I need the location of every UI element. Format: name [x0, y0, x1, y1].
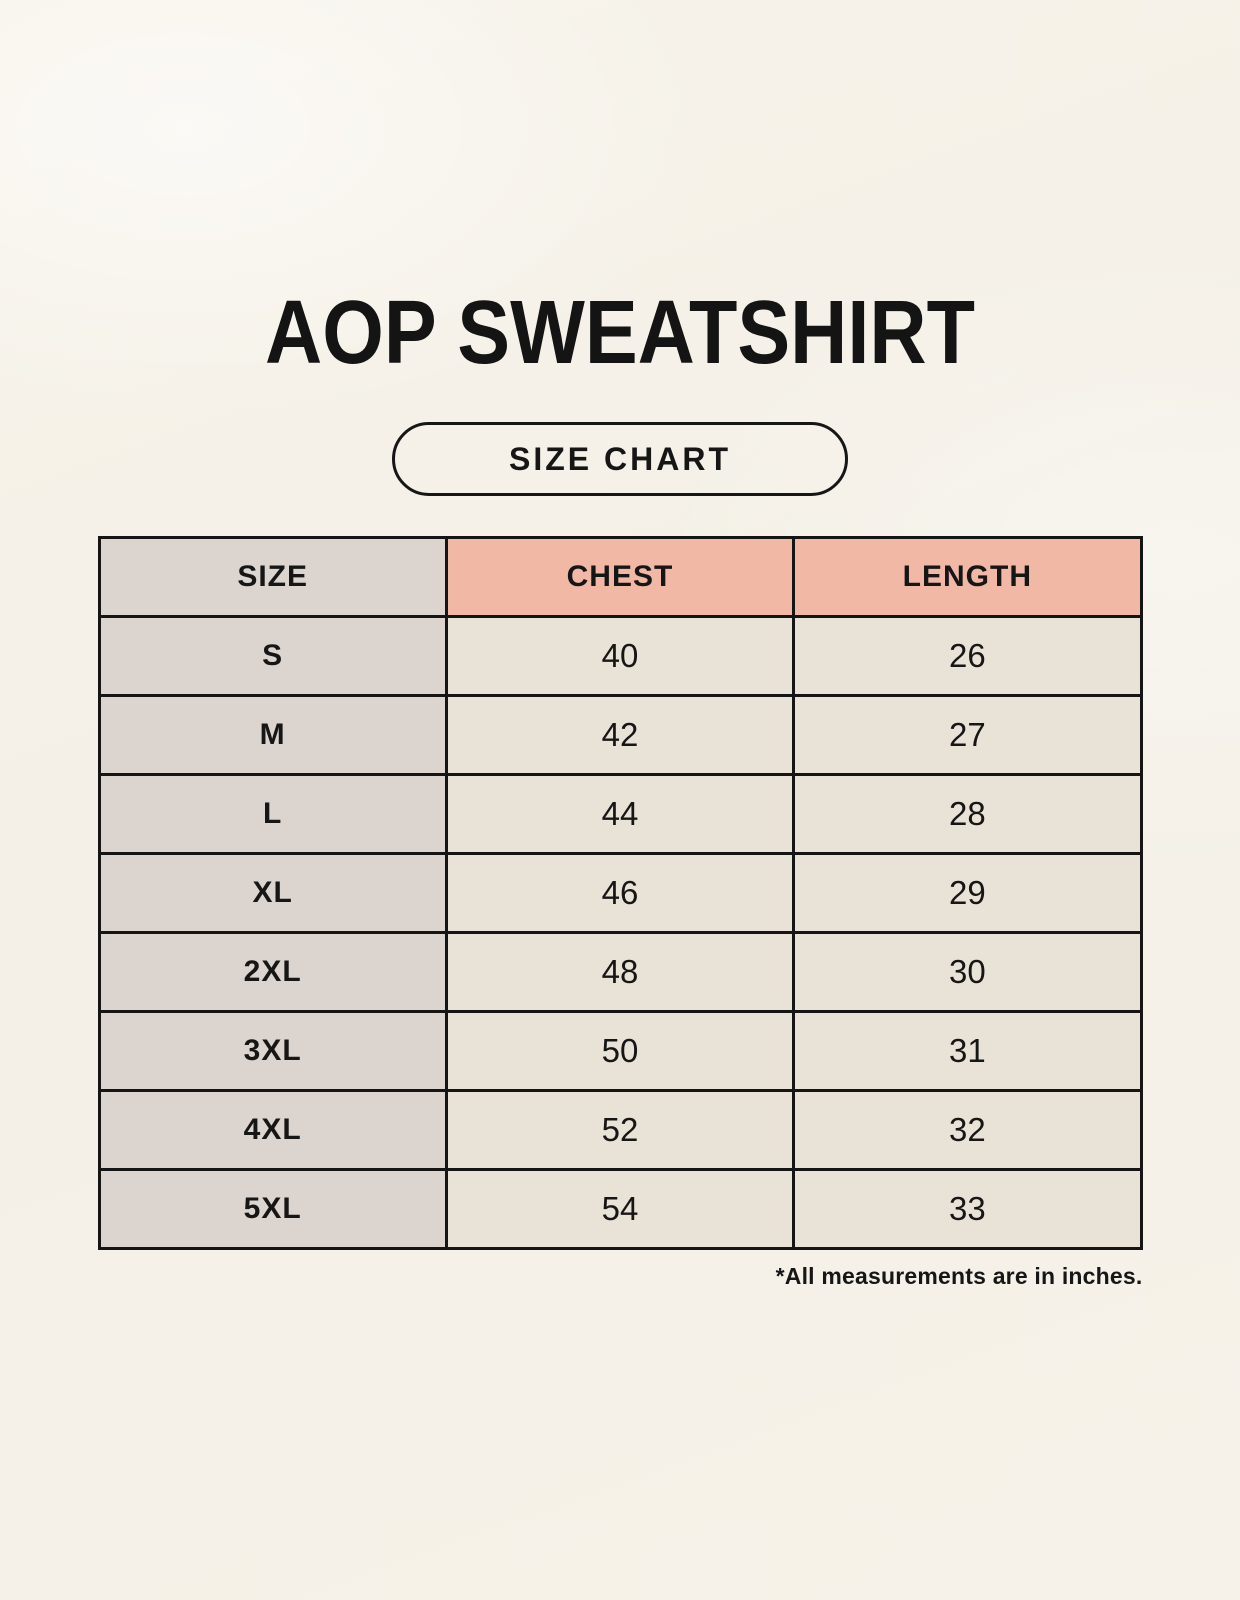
length-value-cell: 30 — [792, 931, 1143, 1013]
length-value-cell: 33 — [792, 1168, 1143, 1250]
chest-value-cell: 40 — [444, 615, 796, 697]
size-chart-badge-label: SIZE CHART — [509, 440, 731, 477]
chest-value-cell: 54 — [444, 1168, 796, 1250]
size-label-cell: 3XL — [97, 1010, 448, 1092]
size-label-cell: 4XL — [97, 1089, 448, 1171]
chest-value-cell: 46 — [444, 852, 796, 934]
size-table: SIZE CHEST LENGTH S 40 26 M 42 27 L 44 2… — [97, 536, 1143, 1250]
length-value-cell: 27 — [792, 694, 1143, 776]
table-row: M 42 27 — [97, 694, 1143, 776]
length-value-cell: 31 — [792, 1010, 1143, 1092]
length-value-cell: 32 — [792, 1089, 1143, 1171]
table-header-row: SIZE CHEST LENGTH — [97, 536, 1143, 618]
length-value-cell: 28 — [792, 773, 1143, 855]
chest-value-cell: 52 — [444, 1089, 796, 1171]
size-label-cell: S — [97, 615, 448, 697]
length-value-cell: 29 — [792, 852, 1143, 934]
size-label-cell: L — [97, 773, 448, 855]
table-row: 4XL 52 32 — [97, 1089, 1143, 1171]
size-label-cell: 2XL — [97, 931, 448, 1013]
table-row: 3XL 50 31 — [97, 1010, 1143, 1092]
size-chart-badge: SIZE CHART — [392, 422, 848, 496]
size-label-cell: XL — [97, 852, 448, 934]
size-table-body: S 40 26 M 42 27 L 44 28 XL 46 29 2XL 48 … — [97, 615, 1143, 1250]
chest-value-cell: 48 — [444, 931, 796, 1013]
table-row: L 44 28 — [97, 773, 1143, 855]
table-row: S 40 26 — [97, 615, 1143, 697]
size-label-cell: M — [97, 694, 448, 776]
table-row: 2XL 48 30 — [97, 931, 1143, 1013]
column-header-length: LENGTH — [792, 536, 1143, 618]
chest-value-cell: 50 — [444, 1010, 796, 1092]
column-header-size: SIZE — [97, 536, 448, 618]
size-label-cell: 5XL — [97, 1168, 448, 1250]
length-value-cell: 26 — [792, 615, 1143, 697]
page-title: AOP SWEATSHIRT — [265, 283, 975, 383]
table-row: 5XL 54 33 — [97, 1168, 1143, 1250]
column-header-chest: CHEST — [444, 536, 796, 618]
table-row: XL 46 29 — [97, 852, 1143, 934]
chest-value-cell: 44 — [444, 773, 796, 855]
chest-value-cell: 42 — [444, 694, 796, 776]
measurements-footnote: *All measurements are in inches. — [775, 1263, 1143, 1289]
